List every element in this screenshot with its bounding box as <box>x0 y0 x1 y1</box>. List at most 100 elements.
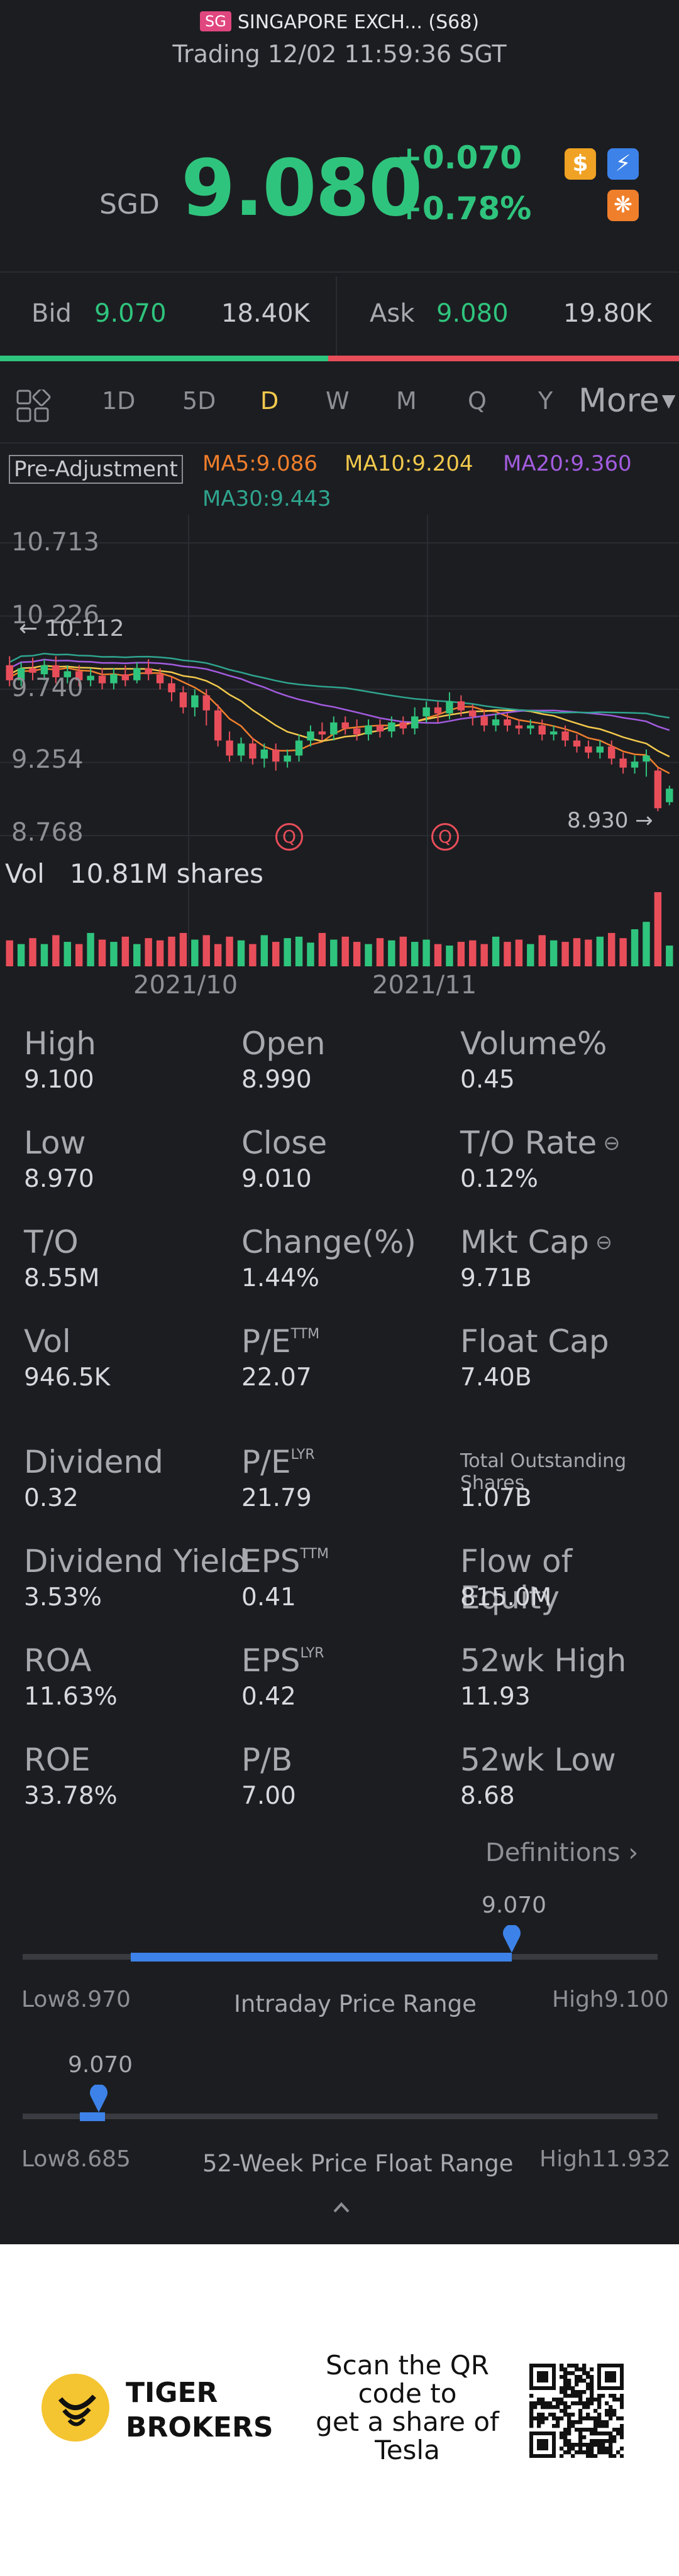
stat-value: 8.990 <box>241 1066 312 1094</box>
pre-adjustment-toggle[interactable]: Pre-Adjustment <box>9 455 183 484</box>
volume-bar <box>237 940 245 966</box>
candle-body <box>40 665 48 675</box>
info-icon[interactable]: ⊖ <box>588 1230 612 1254</box>
candle-body <box>98 675 106 684</box>
volume-bar <box>272 942 280 966</box>
candle-body <box>145 668 152 675</box>
volume-bar <box>249 944 257 966</box>
stat-label-text: High <box>24 1025 96 1062</box>
candle-body <box>411 716 419 729</box>
flash-icon[interactable]: ⚡ <box>607 148 639 180</box>
volume-bar <box>365 944 372 966</box>
volume-bar <box>52 935 60 966</box>
candle-body <box>156 674 164 684</box>
stat-value: 0.42 <box>241 1683 296 1711</box>
candle-body <box>75 671 83 680</box>
candle-body <box>6 665 13 680</box>
stat-value: 11.93 <box>460 1683 531 1711</box>
volume-bar <box>63 942 71 966</box>
volume-bar <box>318 932 326 966</box>
candle-body <box>121 674 130 680</box>
stat-label: Float Cap <box>460 1323 609 1360</box>
tab-q[interactable]: Q <box>468 387 487 415</box>
week52-track <box>23 2114 658 2119</box>
volume-bar <box>133 944 141 966</box>
stat-value: 1.07B <box>460 1484 532 1512</box>
stat-value: 8.970 <box>24 1165 94 1193</box>
event-marker-q[interactable]: Q <box>431 823 459 851</box>
tab-y[interactable]: Y <box>538 387 553 415</box>
qr-code-icon[interactable] <box>529 2364 624 2458</box>
price-change: +0.070 <box>396 139 522 176</box>
stat-value: 8.55M <box>24 1264 100 1292</box>
stat-label: Dividend Yield <box>24 1543 248 1580</box>
tab-1d[interactable]: 1D <box>102 387 136 415</box>
share-icon[interactable]: ❋ <box>607 190 639 221</box>
stat-value: 9.010 <box>241 1165 312 1193</box>
stat-label-text: Close <box>241 1125 328 1161</box>
candle-body <box>52 665 60 677</box>
volume-bar <box>422 939 430 966</box>
candle-body <box>307 731 314 741</box>
candle-body <box>330 722 338 734</box>
y-tick: 9.740 <box>11 674 84 702</box>
stat-label: ROE <box>24 1742 91 1778</box>
week52-high: High11.932 <box>539 2146 671 2172</box>
y-tick: 9.254 <box>11 745 84 774</box>
week52-title: 52-Week Price Float Range <box>202 2150 514 2177</box>
tab-more[interactable]: More ▼ <box>578 382 675 420</box>
stat-label: T/O <box>24 1224 79 1260</box>
candlestick-chart[interactable] <box>0 515 679 968</box>
candle-body <box>573 740 581 747</box>
stat-value: 3.53% <box>24 1583 102 1612</box>
volume-bar <box>538 935 546 966</box>
stat-label-text: Low <box>24 1125 86 1161</box>
info-icon[interactable]: ⊖ <box>597 1131 621 1155</box>
candle-body <box>226 740 233 756</box>
tab-w[interactable]: W <box>326 387 350 415</box>
tab-d[interactable]: D <box>260 387 279 415</box>
candle-body <box>446 701 453 714</box>
volume-bar <box>295 936 303 966</box>
volume-bar <box>411 942 419 966</box>
x-tick: 2021/11 <box>372 971 477 1000</box>
last-price: 9.080 <box>181 143 422 234</box>
dollar-icon[interactable]: $ <box>565 148 596 180</box>
volume-bar <box>549 940 558 966</box>
volume-bar <box>168 936 175 966</box>
volume-bar <box>573 938 581 966</box>
stat-label-text: ROA <box>24 1642 92 1679</box>
volume-bar <box>504 942 511 966</box>
volume-bar <box>353 942 361 966</box>
chevron-right-icon: › <box>628 1838 639 1867</box>
volume-value: 10.81M shares <box>69 858 264 889</box>
candle-body <box>29 668 36 673</box>
stat-label-text: Open <box>241 1025 326 1062</box>
candle-body <box>295 740 303 756</box>
event-marker-q[interactable]: Q <box>275 823 303 851</box>
candle-body <box>87 675 94 680</box>
tab-5d[interactable]: 5D <box>182 387 216 415</box>
ma10-line <box>9 665 670 758</box>
definitions-link[interactable]: Definitions › <box>485 1838 638 1867</box>
candle-body <box>376 725 384 732</box>
stat-label-text: T/O <box>24 1224 79 1260</box>
volume-bar <box>226 936 233 966</box>
y-tick: 10.713 <box>11 528 99 557</box>
volume-bar <box>6 940 13 966</box>
volume-bar <box>446 945 453 966</box>
stat-label-text: ROE <box>24 1742 91 1778</box>
stat-label-text: Change(%) <box>241 1224 416 1260</box>
chevron-up-icon[interactable] <box>332 2200 351 2215</box>
stat-label-text: Mkt Cap <box>460 1224 589 1260</box>
tab-m[interactable]: M <box>396 387 417 415</box>
stat-label-text: EPS <box>241 1642 301 1679</box>
stat-label: P/ETTM <box>241 1323 319 1360</box>
volume-bar <box>110 942 118 966</box>
scan-line: code to <box>358 2378 457 2409</box>
volume-bar <box>214 944 222 966</box>
grid-icon[interactable] <box>16 390 52 422</box>
stat-value: 8.68 <box>460 1782 515 1810</box>
pin-icon <box>90 2085 108 2112</box>
volume-bar <box>179 932 187 966</box>
